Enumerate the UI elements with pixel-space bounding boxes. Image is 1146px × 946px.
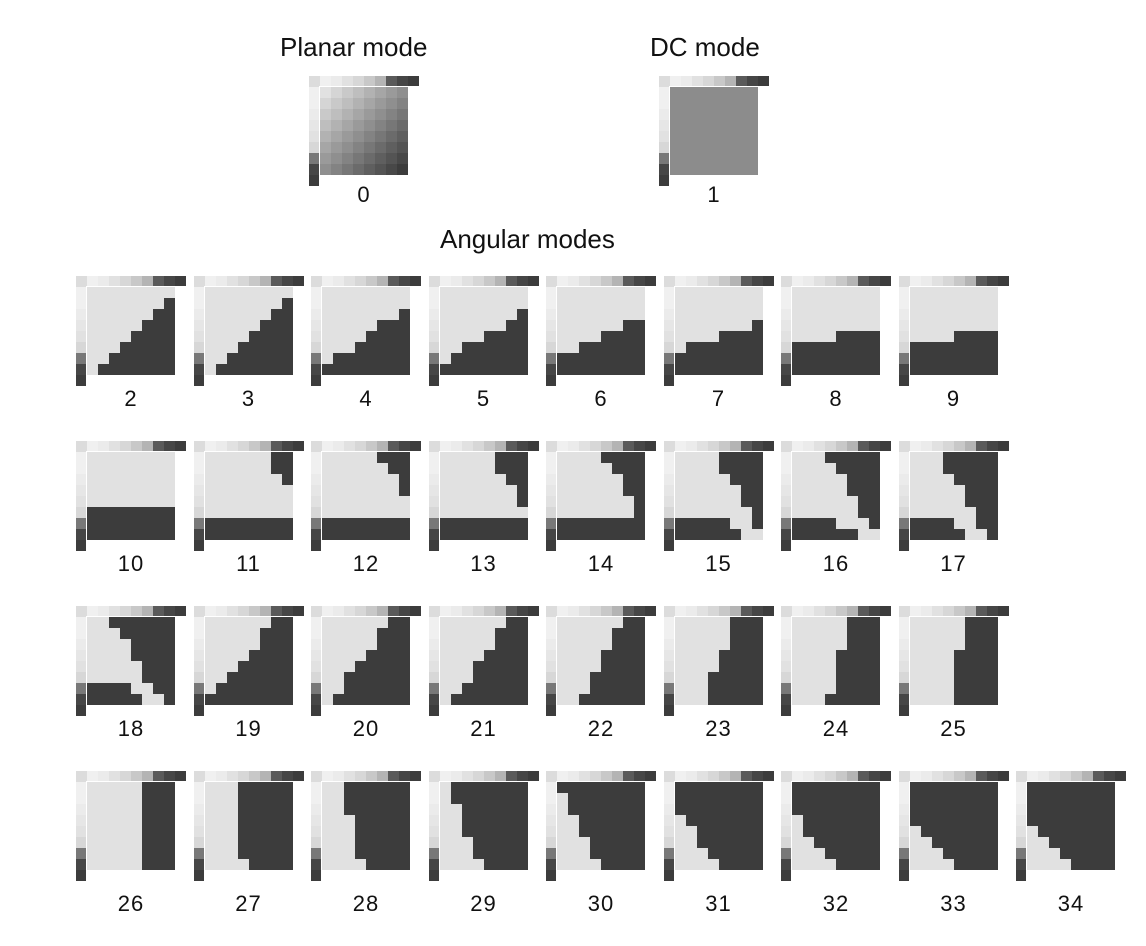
angular-mode-tile-23 (663, 606, 774, 716)
angular-mode-tile-10 (76, 441, 186, 551)
angular-mode-number-34: 34 (1057, 891, 1085, 916)
angular-mode-number-2: 2 (124, 386, 138, 411)
angular-mode-number-12: 12 (352, 551, 380, 576)
angular-mode-tile-7 (663, 276, 774, 386)
angular-mode-tile-21 (428, 606, 539, 716)
angular-mode-tile-12 (311, 441, 421, 551)
angular-mode-tile-11 (193, 441, 304, 551)
angular-mode-tile-3 (193, 276, 304, 386)
angular-mode-tile-16 (781, 441, 891, 551)
angular-mode-tile-2 (76, 276, 186, 386)
angular-mode-tile-26 (76, 771, 186, 881)
dc-mode-number: 1 (707, 182, 721, 207)
angular-mode-tile-9 (898, 276, 1009, 386)
angular-mode-number-3: 3 (241, 386, 256, 411)
angular-mode-number-31: 31 (705, 891, 732, 916)
angular-mode-tile-22 (546, 606, 656, 716)
angular-mode-number-19: 19 (235, 716, 262, 741)
angular-mode-number-17: 17 (940, 551, 967, 576)
angular-mode-tile-33 (898, 771, 1009, 881)
angular-mode-tile-24 (781, 606, 891, 716)
angular-mode-tile-29 (428, 771, 539, 881)
angular-mode-number-14: 14 (587, 551, 615, 576)
angular-mode-number-32: 32 (822, 891, 850, 916)
angular-mode-number-13: 13 (470, 551, 497, 576)
angular-mode-number-7: 7 (711, 386, 726, 411)
angular-mode-tile-25 (898, 606, 1009, 716)
angular-mode-number-9: 9 (946, 386, 961, 411)
dc-mode-tile (659, 76, 769, 186)
angular-mode-tile-19 (193, 606, 304, 716)
angular-mode-tile-28 (311, 771, 421, 881)
dc-mode-heading: DC mode (650, 32, 760, 62)
angular-mode-tile-8 (781, 276, 891, 386)
angular-mode-tile-5 (428, 276, 539, 386)
angular-mode-number-33: 33 (940, 891, 967, 916)
angular-mode-tile-15 (663, 441, 774, 551)
angular-mode-tile-4 (311, 276, 421, 386)
planar-mode-tile (309, 76, 419, 186)
angular-mode-tile-13 (428, 441, 539, 551)
angular-mode-number-21: 21 (470, 716, 497, 741)
angular-mode-number-23: 23 (705, 716, 732, 741)
angular-mode-number-4: 4 (359, 386, 373, 411)
angular-mode-number-24: 24 (822, 716, 850, 741)
angular-mode-number-22: 22 (587, 716, 615, 741)
angular-mode-tile-18 (76, 606, 186, 716)
angular-mode-number-30: 30 (587, 891, 615, 916)
angular-mode-number-10: 10 (117, 551, 145, 576)
angular-mode-number-8: 8 (829, 386, 843, 411)
angular-modes-heading: Angular modes (440, 224, 615, 254)
angular-mode-number-6: 6 (594, 386, 608, 411)
angular-mode-number-20: 20 (352, 716, 380, 741)
planar-mode-heading: Planar mode (280, 32, 428, 62)
angular-mode-number-5: 5 (476, 386, 491, 411)
angular-mode-tile-20 (311, 606, 421, 716)
angular-mode-tile-14 (546, 441, 656, 551)
planar-mode-number: 0 (357, 182, 371, 207)
angular-mode-tile-6 (546, 276, 656, 386)
angular-mode-number-16: 16 (822, 551, 850, 576)
angular-mode-tile-31 (663, 771, 774, 881)
angular-mode-number-18: 18 (117, 716, 145, 741)
angular-mode-number-26: 26 (117, 891, 145, 916)
angular-mode-tile-17 (898, 441, 1009, 551)
angular-mode-number-27: 27 (235, 891, 262, 916)
angular-mode-number-29: 29 (470, 891, 497, 916)
angular-mode-number-25: 25 (940, 716, 967, 741)
angular-mode-number-15: 15 (705, 551, 732, 576)
angular-mode-tile-27 (193, 771, 304, 881)
angular-mode-number-11: 11 (236, 551, 261, 576)
angular-mode-tile-34 (1016, 771, 1126, 881)
angular-mode-tile-30 (546, 771, 656, 881)
angular-mode-tile-32 (781, 771, 891, 881)
angular-mode-number-28: 28 (352, 891, 380, 916)
